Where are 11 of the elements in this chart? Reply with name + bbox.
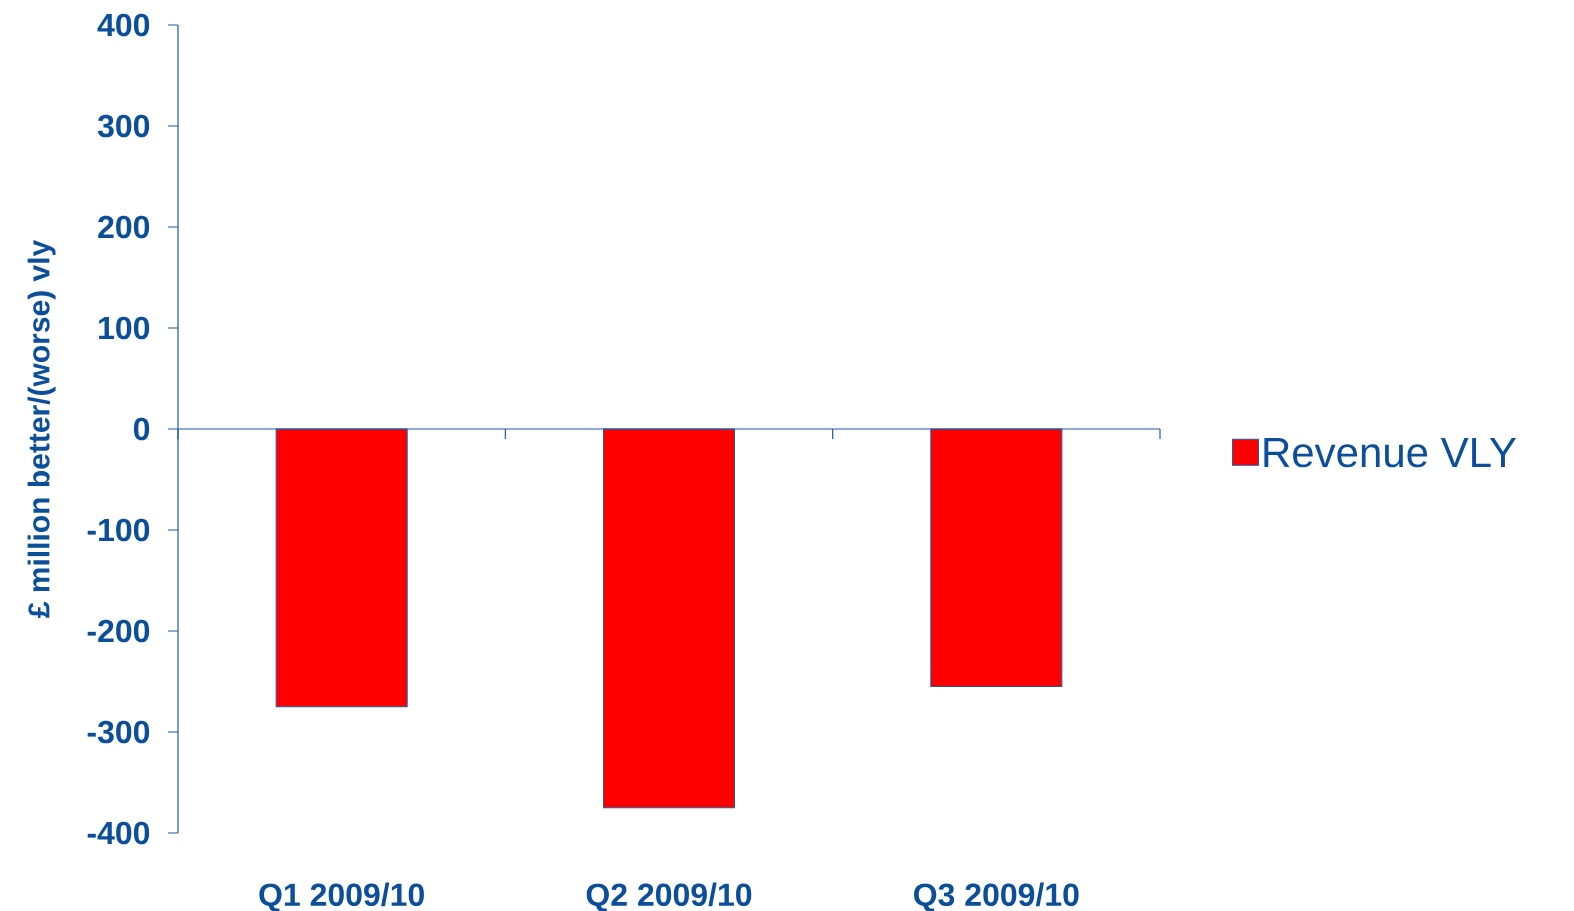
y-tick-label: -400 [87,821,150,845]
y-tick-label: 200 [98,215,150,239]
y-tick-label: 300 [97,114,150,138]
y-tick-label: 400 [97,13,150,37]
y-tick-label: -300 [87,720,150,744]
y-axis-title: £ million better/(worse) vly [27,239,56,618]
y-tick-label: 0 [133,417,150,441]
y-tick-label: -100 [87,518,150,542]
y-tick-label: 100 [99,316,150,340]
legend-label: Revenue VLY [1264,438,1517,468]
y-tick-label: -200 [87,619,150,643]
